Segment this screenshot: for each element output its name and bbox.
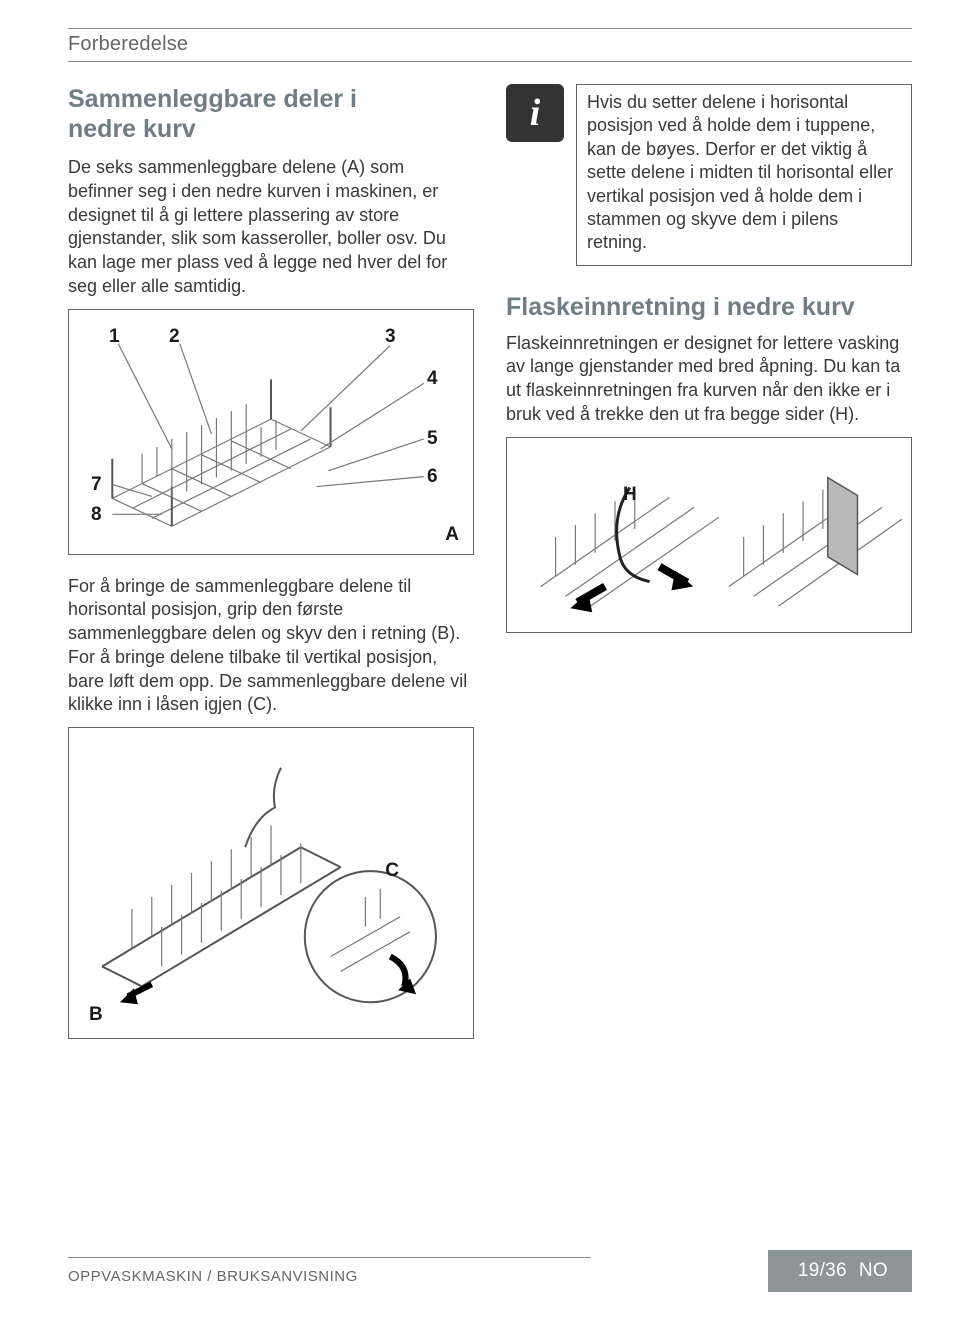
- callout-h: H: [623, 484, 637, 506]
- callout-b: B: [89, 1004, 103, 1026]
- right-section-title: Flaskeinnretning i nedre kurv: [506, 292, 912, 322]
- left-section-title: Sammenleggbare deler i nedre kurv: [68, 84, 474, 144]
- left-paragraph-1: De seks sammenleggbare delene (A) som be…: [68, 156, 474, 299]
- callout-8: 8: [91, 504, 102, 526]
- info-icon: i: [506, 84, 564, 142]
- callout-4: 4: [427, 368, 438, 390]
- right-column: i Hvis du setter delene i horisontal pos…: [506, 84, 912, 1039]
- callout-1: 1: [109, 326, 120, 348]
- left-column: Sammenleggbare deler i nedre kurv De sek…: [68, 84, 474, 1039]
- rack-illustration-h: [507, 438, 911, 632]
- page-section-header: Forberedelse: [68, 28, 912, 62]
- rack-illustration-b: [69, 728, 473, 1038]
- callout-3: 3: [385, 326, 396, 348]
- figure-b-rack: B C: [68, 727, 474, 1039]
- info-callout: i Hvis du setter delene i horisontal pos…: [506, 84, 912, 266]
- right-paragraph-1: Flaskeinnretningen er designet for lette…: [506, 332, 912, 427]
- callout-a: A: [445, 524, 459, 546]
- page-footer: OPPVASKMASKIN / BRUKSANVISNING 19/36 NO: [68, 1250, 912, 1292]
- info-box-text: Hvis du setter delene i horisontal posis…: [576, 84, 912, 266]
- callout-2: 2: [169, 326, 180, 348]
- footer-language: NO: [859, 1260, 888, 1282]
- footer-left-text: OPPVASKMASKIN / BRUKSANVISNING: [68, 1257, 591, 1285]
- callout-7: 7: [91, 474, 102, 496]
- figure-a-rack: 1 2 3 4 5 6 7 8 A: [68, 309, 474, 555]
- footer-page-number: 19/36: [798, 1260, 847, 1282]
- header-title: Forberedelse: [68, 33, 188, 55]
- rack-illustration-a: [69, 310, 473, 554]
- callout-5: 5: [427, 428, 438, 450]
- figure-h-rack: H: [506, 437, 912, 633]
- callout-6: 6: [427, 466, 438, 488]
- left-paragraph-2: For å bringe de sammenleggbare delene ti…: [68, 575, 474, 718]
- callout-c: C: [385, 860, 399, 882]
- footer-page-badge: 19/36 NO: [768, 1250, 912, 1292]
